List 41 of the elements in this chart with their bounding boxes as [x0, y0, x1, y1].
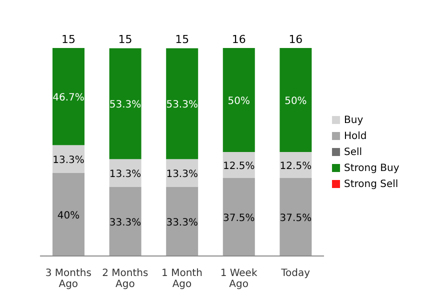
- data-label: 12.5%: [223, 161, 255, 172]
- data-label: 46.7%: [52, 92, 84, 104]
- data-label: 12.5%: [280, 161, 312, 172]
- legend-label: Strong Sell: [344, 179, 398, 190]
- legend-label: Hold: [344, 131, 367, 142]
- text: 16: [232, 33, 246, 46]
- text: 15: [61, 33, 76, 46]
- x-tick-label: 3 Months Ago: [45, 268, 92, 290]
- bar: [52, 145, 84, 173]
- data-label: 53.3%: [109, 100, 142, 111]
- text: 15: [118, 33, 132, 46]
- data-label: 37.5%: [280, 213, 312, 224]
- bar: [222, 48, 255, 152]
- data-label: 13.3%: [109, 168, 142, 180]
- bar: [109, 48, 142, 160]
- data-label: 33.3%: [166, 217, 198, 228]
- bar: [222, 178, 255, 256]
- bar: [109, 186, 142, 256]
- data-label: 50%: [228, 96, 250, 107]
- bar: [280, 178, 312, 256]
- legend-label: Sell: [344, 147, 362, 158]
- bar: [166, 186, 198, 256]
- bar: [166, 48, 198, 160]
- data-label: 37.5%: [223, 213, 255, 224]
- legend-label: Strong Buy: [344, 163, 400, 174]
- bar: [280, 48, 312, 152]
- text: 16: [288, 33, 303, 46]
- legend-label: Buy: [344, 115, 364, 126]
- data-label: 53.3%: [166, 100, 198, 111]
- x-tick-label: 2 Months Ago: [102, 268, 148, 290]
- x-tick-label: 1 Month Ago: [162, 268, 202, 290]
- x-tick-label: Today: [280, 268, 310, 279]
- bar: [52, 172, 84, 256]
- data-label: 33.3%: [109, 217, 142, 228]
- data-label: 50%: [284, 96, 307, 107]
- x-tick-label: 1 Week Ago: [220, 268, 258, 290]
- data-label: 13.3%: [166, 168, 198, 180]
- text: 15: [175, 33, 190, 46]
- data-label: 40%: [57, 210, 80, 222]
- data-label: 13.3%: [52, 154, 84, 166]
- bar: [52, 48, 84, 146]
